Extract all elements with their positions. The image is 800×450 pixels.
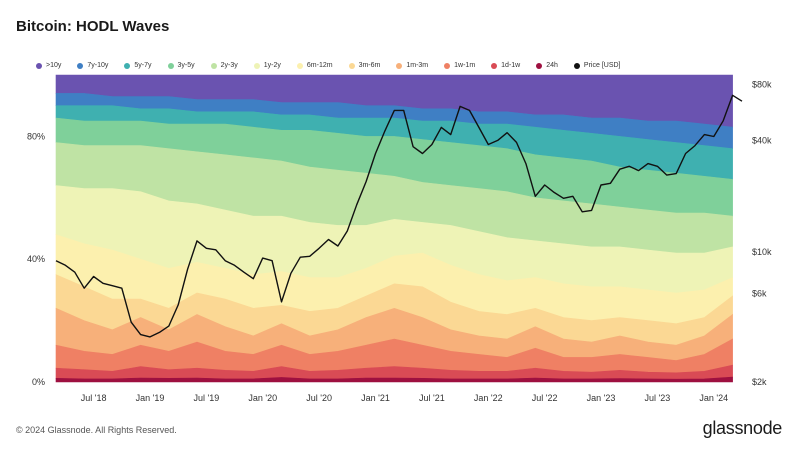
legend-item-8[interactable]: 1m-3m	[396, 62, 428, 69]
legend-swatch	[573, 62, 580, 69]
legend-item-5[interactable]: 1y-2y	[253, 62, 281, 69]
x-tick-label: Jan '21	[361, 393, 390, 403]
x-tick-label: Jul '18	[81, 393, 107, 403]
x-tick-label: Jan '20	[248, 393, 277, 403]
x-tick-label: Jul '21	[419, 393, 445, 403]
legend-swatch	[253, 62, 260, 69]
x-tick-label: Jul '20	[306, 393, 332, 403]
legend-swatch	[444, 62, 451, 69]
copyright-text: © 2024 Glassnode. All Rights Reserved.	[16, 425, 177, 435]
legend-swatch	[210, 62, 217, 69]
y-left-tick-label: 0%	[32, 377, 45, 387]
legend-label: 1d-1w	[501, 62, 521, 69]
legend-swatch	[536, 62, 543, 69]
x-tick-label: Jan '23	[587, 393, 616, 403]
legend-label: Price [USD]	[583, 62, 621, 69]
legend-label: 1w-1m	[454, 62, 476, 69]
legend-swatch	[491, 62, 498, 69]
band-24h	[55, 376, 733, 383]
y-right-tick-label: $2k	[752, 377, 767, 387]
y-right-tick-label: $40k	[752, 135, 772, 145]
legend-label: 2y-3y	[220, 62, 238, 69]
legend-item-4[interactable]: 2y-3y	[210, 62, 238, 69]
legend-label: 24h	[546, 62, 558, 69]
legend-item-12[interactable]: Price [USD]	[573, 62, 621, 69]
legend-item-6[interactable]: 6m-12m	[296, 62, 333, 69]
legend-swatch	[167, 62, 174, 69]
legend-swatch	[77, 62, 84, 69]
chart-title: Bitcoin: HODL Waves	[16, 18, 170, 35]
legend-swatch	[36, 62, 42, 69]
chart-legend: >10y 7y-10y 5y-7y 3y-5y 2y-3y 1y-2y 6m-12m 3m-6…	[36, 62, 636, 69]
y-right-tick-label: $80k	[752, 79, 772, 89]
x-tick-label: Jan '22	[474, 393, 503, 403]
legend-item-2[interactable]: 5y-7y	[124, 62, 152, 69]
x-tick-label: Jul '22	[532, 393, 558, 403]
legend-label: 3y-5y	[177, 62, 195, 69]
legend-item-10[interactable]: 1d-1w	[491, 62, 520, 69]
legend-swatch	[348, 62, 355, 69]
x-tick-label: Jan '24	[699, 393, 728, 403]
x-tick-label: Jul '23	[645, 393, 671, 403]
x-tick-label: Jan '19	[136, 393, 165, 403]
legend-swatch	[124, 62, 131, 69]
legend-label: 1y-2y	[263, 62, 281, 69]
y-right-tick-label: $10k	[752, 247, 772, 257]
legend-swatch	[296, 62, 303, 69]
y-right-tick-label: $6k	[752, 288, 767, 298]
legend-swatch	[396, 62, 403, 69]
legend-item-9[interactable]: 1w-1m	[444, 62, 475, 69]
legend-label: 1m-3m	[406, 62, 429, 69]
legend-label: 3m-6m	[358, 62, 381, 69]
legend-item-3[interactable]: 3y-5y	[167, 62, 195, 69]
legend-item-1[interactable]: 7y-10y	[77, 62, 108, 69]
price-line	[55, 94, 743, 338]
x-tick-label: Jul '19	[193, 393, 219, 403]
legend-label: 7y-10y	[87, 62, 109, 69]
legend-label: >10y	[46, 62, 62, 69]
legend-item-11[interactable]: 24h	[536, 62, 558, 69]
y-left-tick-label: 80%	[27, 131, 45, 141]
legend-item-7[interactable]: 3m-6m	[348, 62, 381, 69]
y-left-tick-label: 40%	[27, 254, 45, 264]
hodl-waves-chart: 0% 40% 80% $2k $6k $10k $40k $80k Jul '18 Jan '…	[27, 74, 772, 403]
glassnode-logo[interactable]: glassnode	[702, 418, 783, 438]
legend-label: 6m-12m	[306, 62, 333, 69]
legend-item-0[interactable]: >10y	[36, 62, 61, 69]
legend-label: 5y-7y	[134, 62, 152, 69]
